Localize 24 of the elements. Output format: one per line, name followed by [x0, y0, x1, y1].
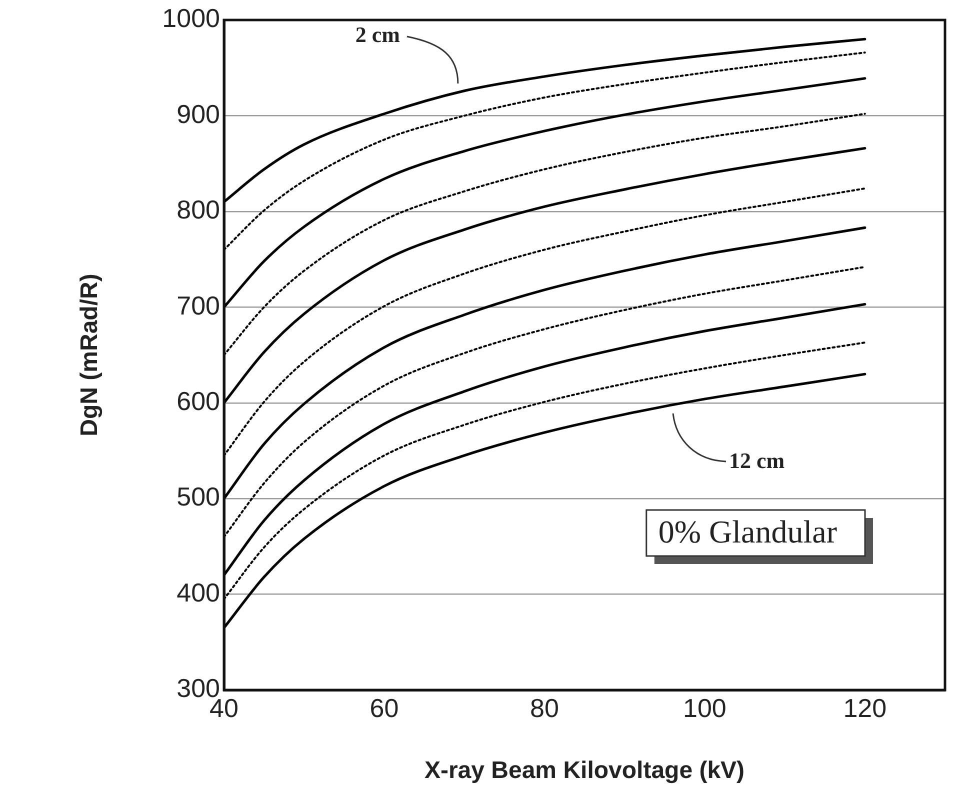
- line-series: [224, 372, 866, 630]
- y-tick-label: 900: [176, 98, 220, 129]
- y-tick-label: 700: [176, 290, 220, 320]
- annotation: 0% Glandular: [658, 513, 838, 550]
- x-tick-label: 100: [682, 692, 726, 723]
- y-tick-label: 400: [176, 577, 220, 608]
- line-series: [224, 112, 866, 356]
- annotation: 12 cm: [729, 448, 785, 474]
- y-tick-label: 800: [176, 194, 220, 225]
- line-series: [224, 342, 866, 600]
- line-series: [224, 226, 866, 500]
- x-axis-title: X-ray Beam Kilovoltage (kV): [424, 757, 745, 784]
- line-series: [224, 146, 866, 404]
- y-tick-label: 500: [176, 482, 220, 512]
- x-tick-label: 120: [843, 692, 887, 723]
- line-series: [224, 302, 866, 576]
- x-tick-label: 80: [530, 692, 559, 723]
- line-series: [224, 52, 866, 251]
- line-series: [224, 77, 866, 308]
- y-tick-label: 600: [176, 386, 220, 416]
- x-tick-label: 60: [370, 692, 399, 723]
- annotation: 2 cm: [355, 22, 400, 48]
- y-tick-label: 1000: [162, 3, 220, 34]
- y-axis-title: DgN (mRad/R): [76, 274, 104, 436]
